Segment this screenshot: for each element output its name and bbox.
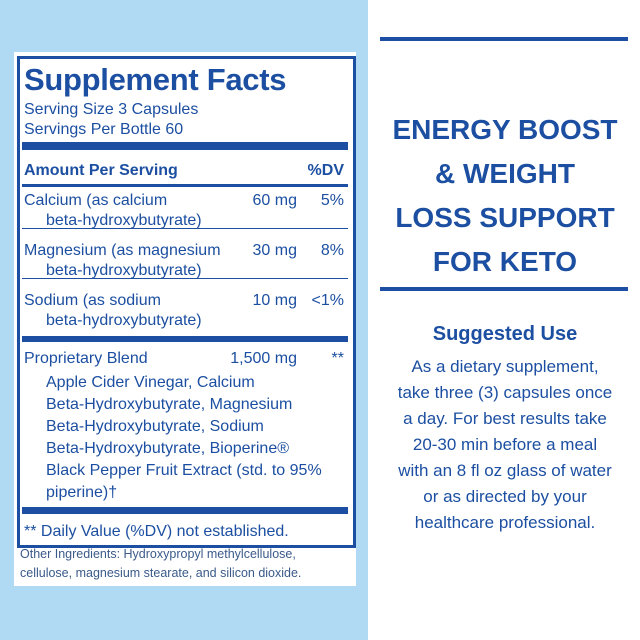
nutrient-name: beta-hydroxybutyrate) [46,262,202,279]
blend-name: Proprietary Blend [24,350,148,367]
nutrient-name: beta-hydroxybutyrate) [46,212,202,229]
other-ingredients: cellulose, magnesium stearate, and silic… [20,566,302,580]
serving-size: Serving Size 3 Capsules [24,101,199,118]
suggested-use-text: with an 8 fl oz glass of water [398,461,612,480]
facts-title: Supplement Facts [24,62,287,97]
rule [22,228,348,229]
label-frame [17,56,356,548]
nutrient-dv: <1% [311,292,344,309]
nutrient-name: beta-hydroxybutyrate) [46,312,202,329]
rule [22,142,348,150]
nutrient-amount: 30 mg [252,242,297,259]
other-ingredients: Other Ingredients: Hydroxypropyl methylc… [20,547,296,561]
headline: ENERGY BOOST [392,114,618,145]
suggested-use-text: take three (3) capsules once [397,383,613,402]
suggested-use-text: healthcare professional. [414,513,596,532]
rule [22,278,348,279]
blend-ingredient: Apple Cider Vinegar, Calcium [46,374,255,391]
suggested-use-text: a day. For best results take [403,409,607,428]
rule [22,184,348,187]
nutrient-dv: 5% [320,192,344,209]
headline: & WEIGHT [435,158,575,189]
rule [22,336,348,342]
label-box [14,52,356,586]
nutrient-name: Magnesium (as magnesium [24,242,221,259]
blend-ingredient: Beta-Hydroxybutyrate, Bioperine® [46,440,290,457]
suggested-use-text: As a dietary supplement, [411,357,599,376]
nutrient-name: Sodium (as sodium [24,292,161,309]
blend-ingredient: Beta-Hydroxybutyrate, Magnesium [46,396,293,413]
rule [22,507,348,514]
nutrient-amount: 10 mg [252,292,297,309]
servings-per: Servings Per Bottle 60 [24,121,184,138]
blend-ingredient: Beta-Hydroxybutyrate, Sodium [46,418,264,435]
amount-header: Amount Per Serving [24,162,178,179]
blend-ingredient: piperine)† [46,484,118,501]
headline: FOR KETO [432,246,578,277]
nutrient-amount: 60 mg [252,192,297,209]
headline: LOSS SUPPORT [395,202,615,233]
suggested-use-title: Suggested Use [432,323,578,345]
bottom-rule [380,287,628,291]
blend-amount: 1,500 mg [230,350,297,367]
footnote: ** Daily Value (%DV) not established. [24,523,289,540]
suggested-use-text: or as directed by your [423,487,587,506]
blend-ingredient: Black Pepper Fruit Extract (std. to 95% [46,462,322,479]
suggested-use-text: 20-30 min before a meal [412,435,598,454]
dv-header: %DV [307,162,344,179]
nutrient-dv: 8% [320,242,344,259]
nutrient-name: Calcium (as calcium [24,192,168,209]
blend-dv: ** [331,350,344,367]
top-rule [380,37,628,41]
